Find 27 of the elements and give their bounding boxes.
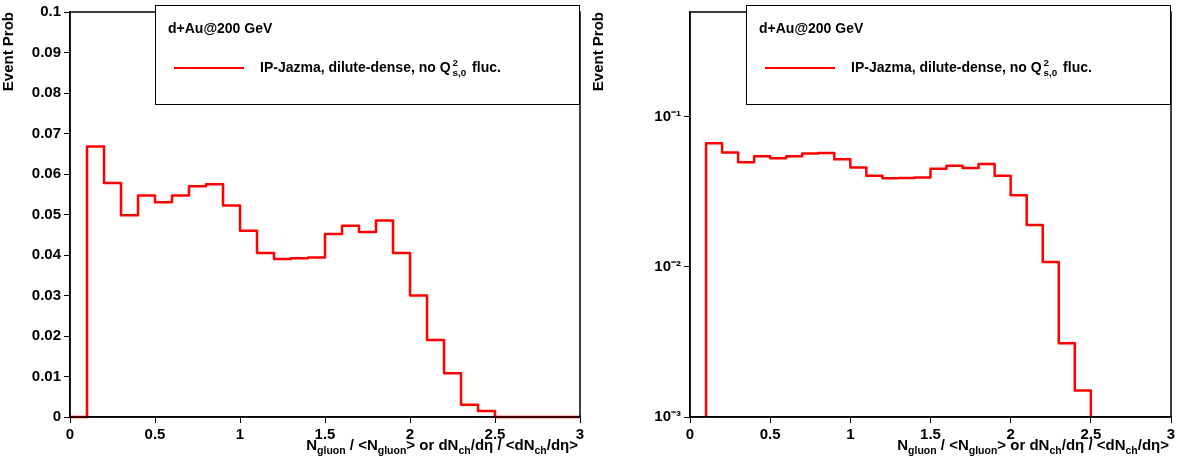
annotation: d+Au@200 GeV xyxy=(759,20,864,36)
x-tick-label: 0 xyxy=(65,425,75,443)
annotation: d+Au@200 GeV xyxy=(168,20,273,36)
x-tick-label: 1 xyxy=(235,425,245,443)
y-tick-label: 0.08 xyxy=(31,83,61,101)
y-axis-title: Event Prob xyxy=(589,12,607,92)
y-tick-label: 0 xyxy=(52,407,61,425)
x-tick-label: 0.5 xyxy=(759,425,781,443)
x-tick-label: 0.5 xyxy=(144,425,166,443)
y-tick-label: 0.03 xyxy=(31,285,61,303)
y-tick-label: 10⁻² xyxy=(654,257,681,275)
y-axis-title: Event Prob xyxy=(0,12,17,92)
y-tick-label: 0.1 xyxy=(40,2,61,20)
x-tick-label: 3 xyxy=(1166,425,1176,443)
x-tick-label: 2 xyxy=(1006,425,1015,443)
y-tick-label: 0.07 xyxy=(31,123,61,141)
x-tick-label: 0 xyxy=(685,425,695,443)
y-tick-label: 10⁻³ xyxy=(654,407,681,425)
y-tick-label: 0.02 xyxy=(31,326,61,344)
x-tick-label: 3 xyxy=(575,425,585,443)
y-tick-label: 0.01 xyxy=(31,366,61,384)
y-tick-label: 0.05 xyxy=(31,204,61,222)
x-tick-label: 1 xyxy=(846,425,855,443)
y-tick-label: 10⁻¹ xyxy=(654,107,681,125)
y-tick-label: 0.09 xyxy=(31,42,61,60)
y-tick-label: 0.06 xyxy=(31,164,61,182)
y-tick-label: 0.04 xyxy=(31,245,62,263)
